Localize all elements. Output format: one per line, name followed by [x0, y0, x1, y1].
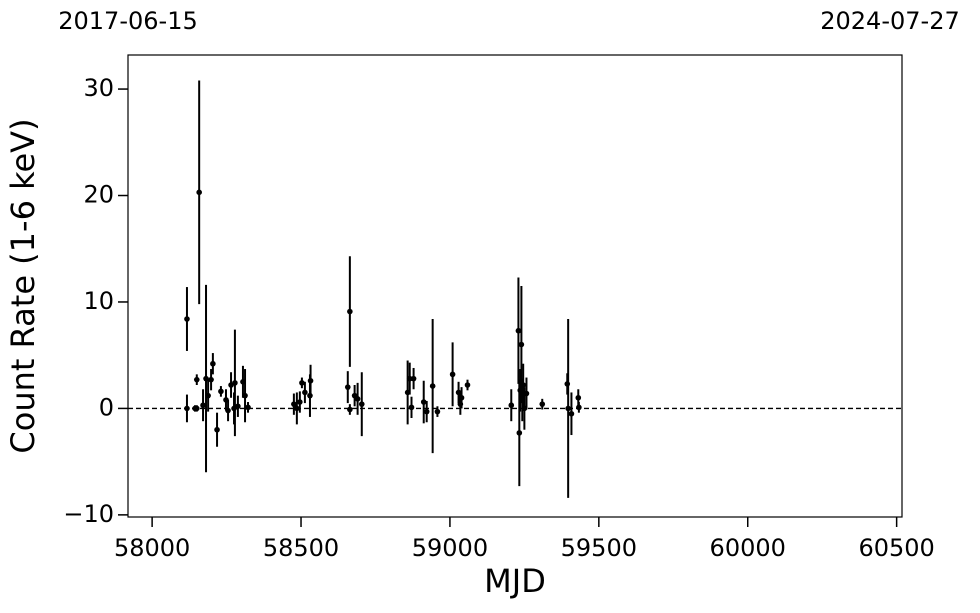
data-point [423, 408, 430, 415]
data-point [576, 404, 582, 411]
data-point [516, 430, 523, 436]
data-point [575, 394, 582, 401]
data-point [291, 401, 297, 407]
data-point [210, 360, 216, 367]
data-point [565, 405, 571, 412]
plot-frame [127, 54, 903, 518]
data-point [344, 384, 351, 390]
x-tick-label: 58000 [114, 534, 190, 562]
x-tick-label: 59500 [561, 534, 637, 562]
data-point [235, 403, 241, 410]
data-point [464, 382, 471, 388]
data-point [347, 406, 353, 413]
y-axis-label: Count Rate (1-6 keV) [4, 118, 42, 453]
x-tick-label: 60000 [710, 534, 786, 562]
x-tick-label: 60500 [858, 534, 934, 562]
data-point [302, 389, 308, 396]
data-point [434, 408, 441, 415]
data-point [429, 383, 436, 389]
data-point [568, 410, 575, 417]
data-point [347, 308, 353, 315]
data-point [539, 401, 546, 407]
y-tick-label: 30 [83, 74, 114, 102]
data-point [225, 407, 231, 414]
top-date-label: 2024-07-27 [820, 7, 959, 35]
y-tick-label: 10 [83, 287, 114, 315]
data-point [294, 405, 300, 412]
x-tick-label: 59000 [412, 534, 488, 562]
data-point [508, 402, 515, 409]
data-point [458, 394, 465, 401]
data-point [523, 390, 530, 397]
data-point [449, 371, 456, 378]
data-point [297, 399, 303, 405]
data-point [242, 392, 248, 399]
data-point [307, 377, 314, 384]
data-point [200, 402, 206, 409]
data-point [208, 376, 214, 383]
top-date-label: 2017-06-15 [58, 7, 197, 35]
data-point [358, 401, 365, 407]
data-point [408, 404, 415, 411]
data-point [520, 382, 526, 388]
y-tick-label: 20 [83, 181, 114, 209]
data-point [196, 189, 202, 196]
x-axis-label: MJD [484, 562, 546, 600]
y-tick-label: 0 [99, 393, 114, 421]
data-point [184, 405, 190, 412]
data-point [218, 388, 224, 395]
data-point [410, 375, 417, 382]
data-point [184, 316, 190, 322]
data-point [232, 380, 238, 386]
data-point [299, 380, 305, 386]
data-point [354, 396, 361, 402]
data-point [245, 404, 251, 411]
data-point [518, 341, 525, 348]
data-point [406, 375, 413, 382]
data-point [515, 327, 522, 334]
y-tick-label: −10 [63, 500, 114, 528]
data-point [193, 376, 200, 383]
data-point [205, 392, 211, 399]
data-point [193, 405, 200, 412]
data-point [420, 399, 427, 405]
data-point [214, 426, 220, 433]
x-tick-label: 58500 [263, 534, 339, 562]
